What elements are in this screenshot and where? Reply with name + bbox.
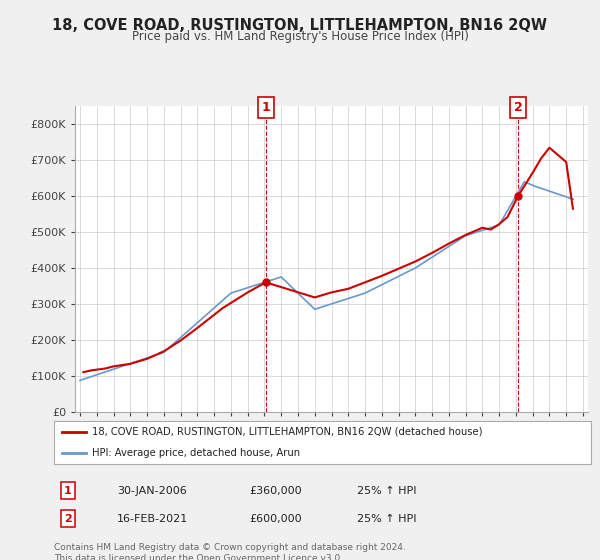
Text: HPI: Average price, detached house, Arun: HPI: Average price, detached house, Arun xyxy=(92,448,300,458)
Text: 18, COVE ROAD, RUSTINGTON, LITTLEHAMPTON, BN16 2QW (detached house): 18, COVE ROAD, RUSTINGTON, LITTLEHAMPTON… xyxy=(92,427,482,437)
Text: 30-JAN-2006: 30-JAN-2006 xyxy=(117,486,187,496)
Text: 2: 2 xyxy=(64,514,71,524)
Text: £600,000: £600,000 xyxy=(249,514,302,524)
Text: 2: 2 xyxy=(514,101,522,114)
Text: Contains HM Land Registry data © Crown copyright and database right 2024.
This d: Contains HM Land Registry data © Crown c… xyxy=(54,543,406,560)
Text: Price paid vs. HM Land Registry's House Price Index (HPI): Price paid vs. HM Land Registry's House … xyxy=(131,30,469,43)
Text: £360,000: £360,000 xyxy=(249,486,302,496)
Text: 25% ↑ HPI: 25% ↑ HPI xyxy=(357,486,416,496)
Text: 1: 1 xyxy=(64,486,71,496)
Text: 1: 1 xyxy=(262,101,270,114)
Text: 25% ↑ HPI: 25% ↑ HPI xyxy=(357,514,416,524)
Text: 18, COVE ROAD, RUSTINGTON, LITTLEHAMPTON, BN16 2QW: 18, COVE ROAD, RUSTINGTON, LITTLEHAMPTON… xyxy=(53,18,548,33)
Text: 16-FEB-2021: 16-FEB-2021 xyxy=(117,514,188,524)
